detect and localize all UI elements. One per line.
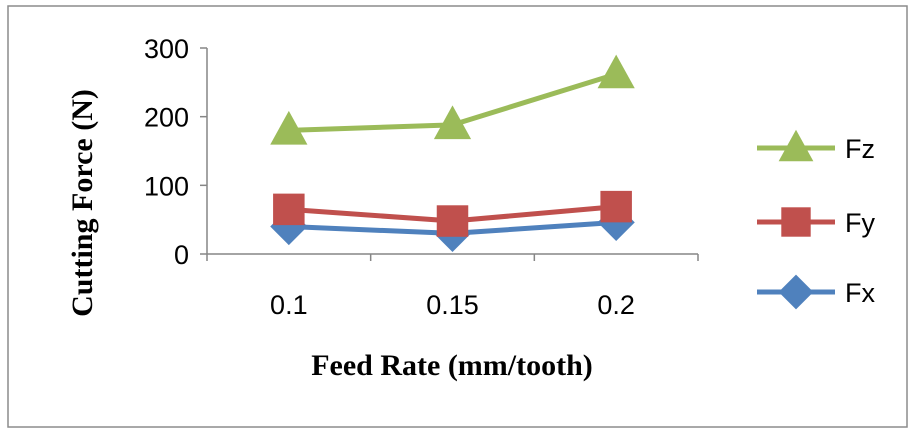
legend-marker-triangle [778, 129, 814, 162]
data-point-fz [270, 110, 308, 145]
x-tick-label: 0.2 [597, 290, 635, 320]
legend: Fz Fy Fx [757, 129, 875, 310]
data-point-fy [600, 190, 632, 223]
data-point-fy [436, 205, 469, 237]
legend-label: Fx [845, 278, 875, 308]
legend-item-fz: Fz [757, 129, 875, 164]
x-axis-title: Feed Rate (mm/tooth) [311, 349, 593, 382]
series-layer [270, 54, 635, 252]
x-tick-label: 0.15 [426, 290, 479, 320]
legend-marker-square [781, 207, 811, 237]
legend-item-fy: Fy [757, 207, 875, 238]
series-fz [270, 54, 635, 145]
y-tick-label: 0 [174, 240, 189, 270]
axes: 0 100 200 300 0.1 0.15 0.2 [144, 34, 699, 320]
legend-item-fx: Fx [757, 274, 875, 310]
x-tick-label: 0.1 [270, 290, 308, 320]
y-tick-label: 200 [144, 103, 189, 133]
series-fy [273, 190, 632, 237]
legend-marker-diamond [778, 274, 814, 310]
y-axis-title: Cutting Force (N) [66, 89, 99, 317]
data-point-fz [597, 54, 635, 89]
data-point-fy [273, 193, 305, 226]
data-point-fz [433, 105, 472, 140]
y-tick-label: 300 [144, 34, 189, 64]
y-tick-label: 100 [144, 171, 189, 201]
legend-label: Fz [845, 134, 875, 164]
legend-label: Fy [845, 208, 875, 238]
